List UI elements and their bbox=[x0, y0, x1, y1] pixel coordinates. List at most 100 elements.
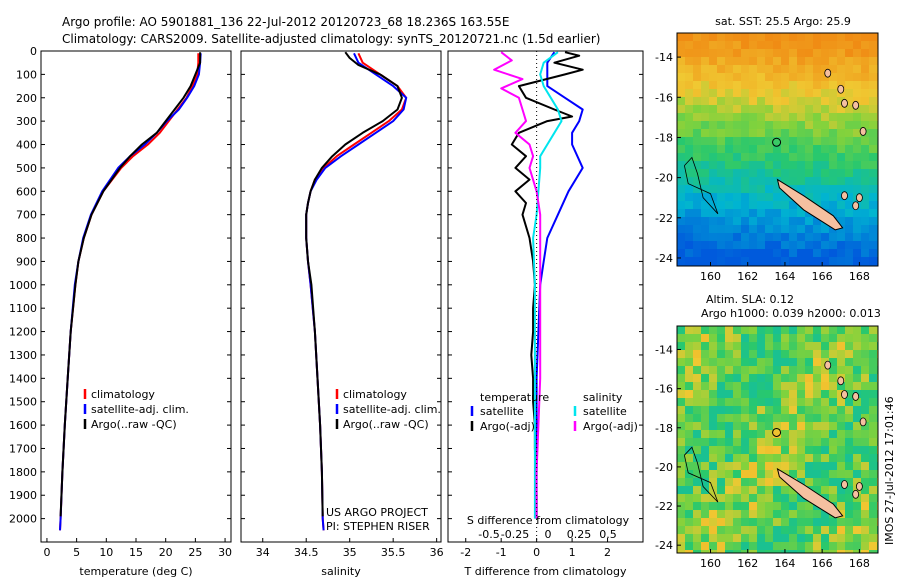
series-line-2 bbox=[59, 52, 202, 517]
island-shape bbox=[837, 376, 845, 386]
ytick-label: 1600 bbox=[9, 419, 37, 432]
sst-map: 160 162 164 166 168 -14 -16 -18 -20 -22 -24 bbox=[655, 32, 879, 283]
xtick-label: 1 bbox=[569, 546, 576, 559]
xtick-label: 36 bbox=[430, 546, 444, 559]
map-ytick-label: -22 bbox=[655, 212, 673, 225]
xtick2-label: 0 bbox=[545, 528, 552, 541]
ytick-label: 200 bbox=[16, 92, 37, 105]
header-line1: Argo profile: AO 5901881_136 22-Jul-2012… bbox=[62, 15, 509, 29]
ytick-label: 300 bbox=[16, 115, 37, 128]
argo-position-marker bbox=[772, 137, 782, 147]
project-name: US ARGO PROJECT bbox=[326, 506, 428, 519]
axes-frame bbox=[240, 50, 442, 543]
map-ytick-label: -20 bbox=[655, 172, 673, 185]
island-shape bbox=[841, 480, 848, 489]
ytick-label: 0 bbox=[30, 45, 37, 58]
island-shape bbox=[841, 98, 848, 108]
xtick2-label: -0.5 bbox=[478, 528, 499, 541]
series-line-1 bbox=[510, 51, 584, 519]
ytick-label: 500 bbox=[16, 162, 37, 175]
ytick-label: 1000 bbox=[9, 279, 37, 292]
map-xtick-label: 160 bbox=[700, 270, 721, 283]
header-line2: Climatology: CARS2009. Satellite-adjuste… bbox=[62, 32, 600, 46]
xtick-label: 34.5 bbox=[294, 546, 319, 559]
map-ytick-label: -24 bbox=[655, 252, 673, 265]
legend-label: Argo(-adj) bbox=[583, 420, 638, 433]
map-xtick-label: 168 bbox=[849, 557, 870, 570]
map-ytick-label: -22 bbox=[655, 500, 673, 513]
series-line-3 bbox=[493, 51, 542, 519]
panel-salinity: 34 34.5 35 35.5 36 salinity bbox=[240, 50, 444, 578]
axes-frame bbox=[447, 50, 644, 543]
island-shape bbox=[859, 417, 867, 427]
island-shape bbox=[852, 100, 860, 110]
xtick-label: 35 bbox=[343, 546, 357, 559]
ytick-label: 1400 bbox=[9, 372, 37, 385]
argo-position-marker bbox=[772, 427, 782, 437]
island-shape bbox=[859, 127, 867, 136]
map-ytick-label: -24 bbox=[655, 539, 673, 552]
xtick-label: 30 bbox=[218, 546, 232, 559]
island-shape bbox=[824, 360, 832, 370]
legend-title-temperature: temperature bbox=[480, 391, 549, 404]
xtick-label: -2 bbox=[460, 546, 471, 559]
legend-label: satellite-adj. clim. bbox=[343, 403, 441, 416]
series-line-0 bbox=[535, 51, 584, 519]
ytick-label: 800 bbox=[16, 232, 37, 245]
map-ytick-label: -16 bbox=[655, 383, 673, 396]
sla-map-title1: Altim. SLA: 0.12 bbox=[706, 293, 794, 306]
map-ytick-label: -14 bbox=[655, 343, 673, 356]
sst-map-title: sat. SST: 25.5 Argo: 25.9 bbox=[715, 15, 851, 28]
xlabel: salinity bbox=[321, 565, 361, 578]
panel-temperature: 0100200300400500600700800900100011001200… bbox=[9, 45, 232, 578]
island-shape bbox=[855, 193, 863, 203]
ytick-label: 1900 bbox=[9, 489, 37, 502]
panel-difference: -2 -1 0 1 2 T difference from climatology bbox=[447, 50, 644, 578]
map-field bbox=[677, 326, 878, 553]
map-ytick-label: -18 bbox=[655, 422, 673, 435]
sla-map-title2: Argo h1000: 0.039 h2000: 0.013 bbox=[701, 307, 881, 320]
legend-title-salinity: salinity bbox=[583, 391, 623, 404]
ytick-label: 1800 bbox=[9, 466, 37, 479]
xlabel: temperature (deg C) bbox=[79, 565, 192, 578]
reef-contour bbox=[684, 156, 719, 215]
map-field bbox=[677, 33, 878, 266]
ytick-label: 100 bbox=[16, 68, 37, 81]
legend-label: Argo(..raw -QC) bbox=[343, 418, 429, 431]
map-xtick-label: 168 bbox=[849, 270, 870, 283]
legend-label: Argo(-adj) bbox=[480, 420, 535, 433]
map-xtick-label: 162 bbox=[737, 270, 758, 283]
xtick2-label: 0.5 bbox=[599, 528, 617, 541]
island-shape bbox=[837, 84, 845, 94]
island-shape bbox=[852, 392, 860, 401]
legend-label: climatology bbox=[343, 388, 407, 401]
island-shape bbox=[855, 482, 863, 491]
xtick-label: 2 bbox=[604, 546, 611, 559]
project-pi: PI: STEPHEN RISER bbox=[326, 520, 430, 533]
ytick-label: 1500 bbox=[9, 396, 37, 409]
legend-salinity: climatology satellite-adj. clim. Argo(..ra… bbox=[335, 388, 441, 431]
ytick-label: 1300 bbox=[9, 349, 37, 362]
xtick-label: 10 bbox=[99, 546, 113, 559]
legend-label: Argo(..raw -QC) bbox=[91, 418, 177, 431]
xtick-label: 0 bbox=[43, 546, 50, 559]
island-shape bbox=[852, 201, 860, 211]
map-frame bbox=[676, 325, 879, 554]
map-frame bbox=[676, 32, 879, 267]
series-line-2 bbox=[305, 51, 403, 517]
island-shape bbox=[776, 178, 844, 231]
map-xtick-label: 166 bbox=[812, 557, 833, 570]
legend-label: climatology bbox=[91, 388, 155, 401]
island-shape bbox=[824, 68, 832, 78]
xtick2-label: -0.25 bbox=[501, 528, 529, 541]
footer-stamp: IMOS 27-Jul-2012 17:01:46 bbox=[883, 396, 896, 545]
island-shape bbox=[852, 489, 860, 499]
map-xtick-label: 164 bbox=[774, 557, 795, 570]
legend-label: satellite-adj. clim. bbox=[91, 403, 189, 416]
reef-contour bbox=[684, 446, 719, 503]
xlabel: T difference from climatology bbox=[464, 565, 627, 578]
xtick-label: 5 bbox=[73, 546, 80, 559]
island-shape bbox=[841, 191, 848, 201]
